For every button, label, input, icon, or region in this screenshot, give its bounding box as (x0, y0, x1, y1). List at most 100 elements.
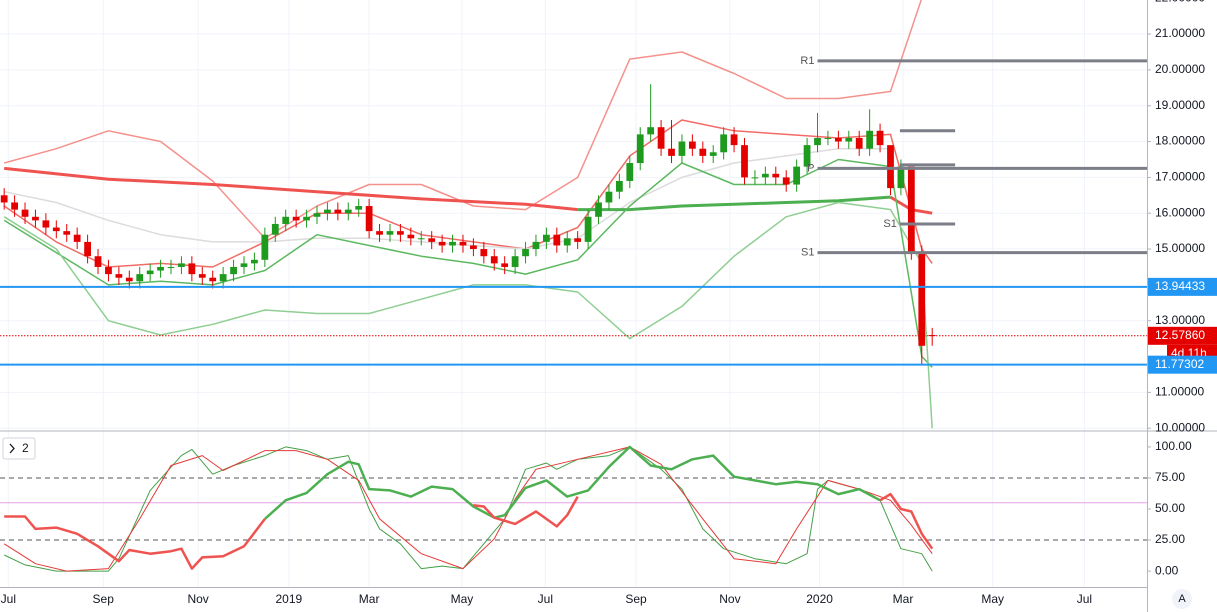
candle-body (887, 145, 894, 189)
candle-body (365, 206, 373, 232)
candle-body (261, 234, 269, 260)
pane-legend-button[interactable]: 2 (2, 437, 36, 460)
indicator-line (3, 446, 933, 572)
candle-body (709, 152, 717, 156)
candle-body (501, 263, 509, 267)
price-label: 11.77302 (1155, 357, 1204, 371)
indicator-line (3, 201, 933, 429)
candle-body (511, 256, 519, 267)
x-tick-label: Mar (893, 592, 914, 606)
pane-label: 2 (22, 441, 29, 455)
candle-body (271, 223, 279, 235)
x-tick-label: May (451, 592, 474, 606)
candle-body (814, 137, 821, 146)
candle-body (918, 252, 926, 346)
candle-body (459, 241, 467, 246)
candle-body (94, 256, 102, 267)
y-tick-label: 75.00 (1155, 470, 1185, 484)
y-tick-label: 50.00 (1155, 501, 1185, 515)
candle-body (313, 213, 321, 217)
candle-body (584, 216, 592, 242)
candle-body (136, 274, 144, 282)
candle-body (897, 166, 905, 189)
candle-body (251, 259, 258, 264)
candle-body (146, 270, 154, 275)
candle-body (824, 137, 832, 139)
candle-body (407, 234, 415, 239)
x-tick-label: Jul (1, 592, 16, 606)
candle-body (219, 274, 227, 282)
candle-body (741, 145, 748, 178)
candle-body (417, 238, 425, 240)
x-tick-label: Nov (187, 592, 208, 606)
candle-body (21, 209, 29, 217)
y-tick-label: 13.00000 (1155, 313, 1205, 327)
indicator-line (4, 0, 922, 240)
candle-body (657, 127, 665, 149)
candle-body (907, 166, 915, 253)
candle-body (730, 134, 738, 146)
candle-body (626, 163, 634, 181)
candle-body (605, 191, 613, 203)
candle-body (167, 266, 175, 268)
x-tick-label: Jul (1077, 592, 1092, 606)
candle-body (63, 231, 71, 235)
candle-body (324, 209, 331, 214)
y-tick-label: 10.00000 (1155, 420, 1205, 434)
oscillator-pane (0, 445, 1147, 572)
candle-body (845, 137, 853, 142)
candle-body (470, 245, 477, 250)
y-tick-label: 0.00 (1155, 563, 1179, 577)
candle-body (480, 249, 488, 257)
indicator-line (3, 119, 933, 268)
candle-body (866, 130, 874, 149)
candle-body (855, 137, 863, 149)
price-label: 12.57860 (1155, 328, 1205, 342)
x-tick-label: May (981, 592, 1004, 606)
x-tick-label: Jul (538, 592, 553, 606)
candle-body (115, 274, 123, 278)
chevron-icon (9, 443, 15, 454)
price-label: 13.94433 (1155, 279, 1205, 293)
candle-body (772, 173, 780, 178)
autoscale-button[interactable]: A (1172, 589, 1192, 609)
candle-body (334, 209, 342, 214)
y-tick-label: 15.00000 (1155, 241, 1205, 255)
candle-body (615, 180, 623, 192)
candle-body (73, 234, 81, 242)
pivot-label: P (807, 162, 814, 174)
price-label-box (1148, 355, 1217, 374)
candle-body (125, 277, 133, 282)
x-tick-label: 2019 (275, 592, 302, 606)
autoscale-circle[interactable] (1172, 589, 1192, 609)
candle-body (688, 141, 696, 149)
y-tick-label: 18.00000 (1155, 134, 1205, 148)
candle-body (782, 177, 790, 185)
candle-body (230, 266, 237, 275)
candle-body (303, 216, 310, 221)
grid (0, 0, 1147, 587)
candle-body (678, 141, 686, 156)
y-tick-label: 20.00000 (1155, 62, 1205, 76)
indicator-line (4, 166, 933, 215)
x-tick-label: Sep (93, 592, 115, 606)
candle-body (449, 241, 456, 246)
autoscale-label: A (1178, 593, 1186, 605)
candle-body (52, 227, 60, 232)
candle-body (595, 202, 602, 217)
candle-body (928, 335, 936, 337)
candle-body (793, 166, 801, 185)
legend-box[interactable] (2, 437, 36, 460)
candle-body (198, 274, 206, 278)
x-tick-label: Nov (719, 592, 740, 606)
candle-body (376, 231, 383, 235)
candle-body (240, 263, 248, 267)
x-tick-label: 2020 (806, 592, 833, 606)
pivot-label: S1 (801, 247, 814, 259)
candle-body (636, 134, 644, 164)
candle-body (803, 145, 811, 167)
candle-body (32, 216, 39, 221)
candle-body (761, 173, 769, 178)
